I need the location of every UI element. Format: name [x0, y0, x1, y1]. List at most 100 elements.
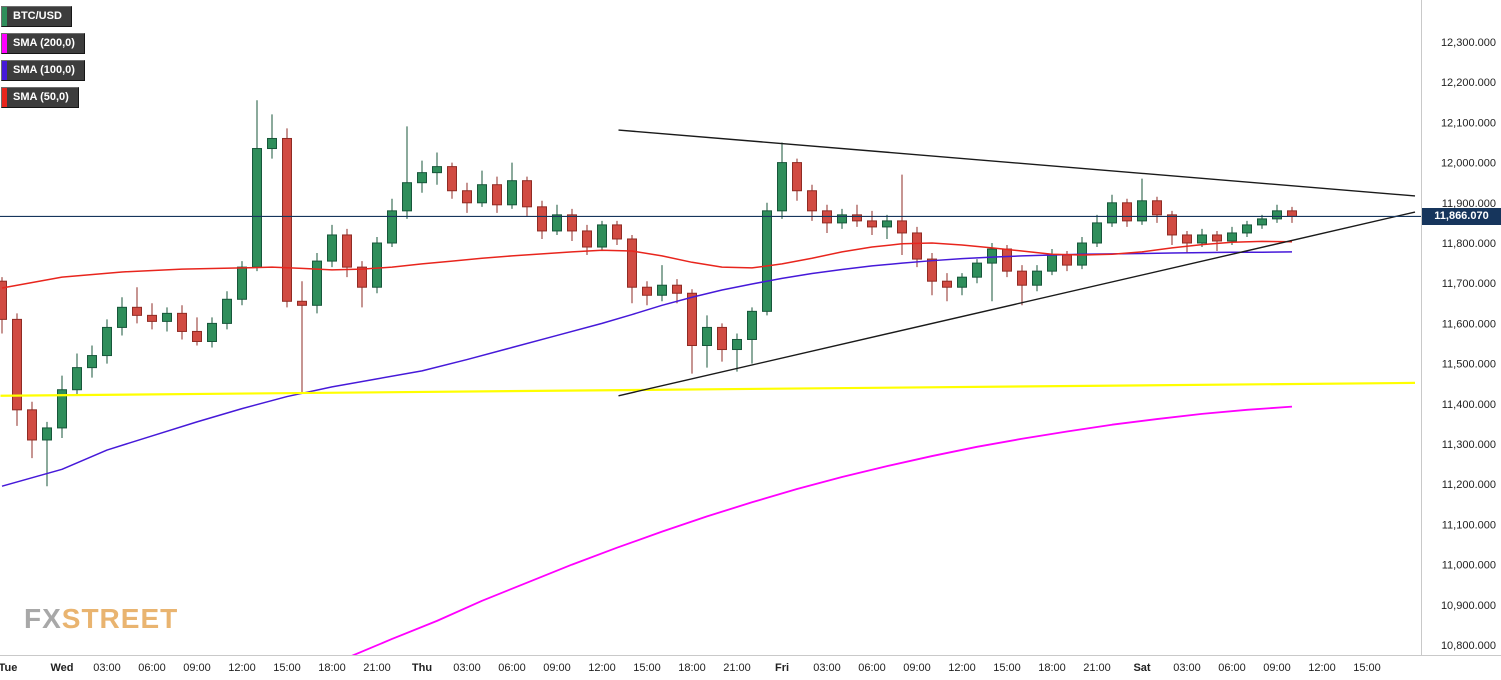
x-axis-label[interactable]: 06:00	[858, 662, 886, 674]
candle-down	[12, 318, 22, 411]
candle-down	[672, 284, 682, 294]
candle-up	[507, 180, 517, 206]
current-price-badge: 11,866.070	[1422, 208, 1501, 226]
sma200-line	[351, 405, 1293, 655]
legend-item-sma50[interactable]: SMA (50,0)	[1, 87, 79, 108]
x-axis-label[interactable]: 15:00	[1353, 662, 1381, 674]
watermark-street: STREET	[61, 603, 179, 634]
x-axis-label[interactable]: 06:00	[498, 662, 526, 674]
watermark-fx: FX	[24, 603, 62, 634]
trendline-lower[interactable]	[618, 211, 1416, 397]
candle-down	[897, 220, 907, 234]
candle-down	[462, 190, 472, 204]
candle-up	[42, 427, 52, 441]
candle-up	[1257, 218, 1267, 226]
candle-up	[252, 148, 262, 268]
candle-up	[1272, 210, 1282, 220]
candle-down	[177, 312, 187, 332]
x-axis-label[interactable]: 12:00	[1308, 662, 1336, 674]
candle-down	[867, 220, 877, 228]
x-axis-label[interactable]: 03:00	[1173, 662, 1201, 674]
candle-up	[372, 242, 382, 288]
x-axis-label[interactable]: 03:00	[93, 662, 121, 674]
candle-up	[327, 234, 337, 262]
y-axis-label: 11,200.000	[1442, 479, 1496, 491]
sma200-label: SMA (200,0)	[13, 37, 75, 49]
candle-up	[402, 182, 412, 212]
candle-up	[732, 338, 742, 351]
candle-up	[1047, 254, 1057, 272]
x-axis-label[interactable]: 09:00	[1263, 662, 1291, 674]
x-axis-label[interactable]: 09:00	[543, 662, 571, 674]
x-axis-label[interactable]: 15:00	[993, 662, 1021, 674]
x-axis-label[interactable]: 12:00	[228, 662, 256, 674]
x-axis-label[interactable]: 15:00	[273, 662, 301, 674]
candle-down	[942, 280, 952, 288]
candle-up	[477, 184, 487, 204]
candle-down	[522, 180, 532, 208]
plot-area[interactable]	[0, 100, 1421, 658]
legend-item-instrument[interactable]: BTC/USD	[1, 6, 72, 27]
x-axis-label[interactable]: 18:00	[678, 662, 706, 674]
x-axis-label[interactable]: Wed	[50, 662, 73, 674]
candle-up	[387, 210, 397, 244]
y-axis-label: 11,900.000	[1442, 198, 1496, 210]
sma100-color-swatch	[2, 61, 7, 80]
y-axis-label: 11,300.000	[1442, 439, 1496, 451]
x-axis-label[interactable]: 18:00	[318, 662, 346, 674]
x-axis-label[interactable]: 12:00	[948, 662, 976, 674]
x-axis-label[interactable]: Tue	[0, 662, 17, 674]
candle-up	[972, 262, 982, 278]
sma200-color-swatch	[2, 34, 7, 53]
candle-down	[147, 314, 157, 322]
candle-down	[1212, 234, 1222, 242]
candle-up	[1032, 270, 1042, 286]
trendline-upper[interactable]	[618, 129, 1416, 197]
legend-item-sma100[interactable]: SMA (100,0)	[1, 60, 85, 81]
candle-down	[612, 224, 622, 240]
candle-down	[1017, 270, 1027, 286]
candle-up	[597, 224, 607, 248]
candle-up	[987, 248, 997, 264]
candle-up	[267, 137, 277, 150]
candle-up	[102, 326, 112, 357]
candle-up	[72, 367, 82, 391]
candle-up	[237, 266, 247, 300]
candle-up	[1137, 200, 1147, 222]
x-axis-label[interactable]: Thu	[412, 662, 432, 674]
candle-up	[1197, 234, 1207, 244]
x-axis-label[interactable]: 21:00	[363, 662, 391, 674]
x-axis-label[interactable]: Sat	[1133, 662, 1150, 674]
candle-up	[747, 310, 757, 340]
x-axis-label[interactable]: 03:00	[813, 662, 841, 674]
x-axis-label[interactable]: 21:00	[1083, 662, 1111, 674]
x-axis-label[interactable]: 03:00	[453, 662, 481, 674]
x-axis-label[interactable]: 18:00	[1038, 662, 1066, 674]
x-axis-label[interactable]: Fri	[775, 662, 789, 674]
x-axis-label[interactable]: 12:00	[588, 662, 616, 674]
legend-item-sma200[interactable]: SMA (200,0)	[1, 33, 85, 54]
y-axis-label: 12,100.000	[1441, 117, 1496, 129]
candle-up	[1107, 202, 1117, 224]
x-axis-label[interactable]: 09:00	[183, 662, 211, 674]
candle-down	[357, 266, 367, 288]
x-axis-label[interactable]: 21:00	[723, 662, 751, 674]
candle-down	[1287, 210, 1297, 217]
candle-up	[417, 172, 427, 184]
x-axis-label[interactable]: 09:00	[903, 662, 931, 674]
candle-down	[927, 258, 937, 282]
x-axis-label[interactable]: 06:00	[1218, 662, 1246, 674]
sma50-label: SMA (50,0)	[13, 91, 69, 103]
x-axis-label[interactable]: 15:00	[633, 662, 661, 674]
indicator-legend: BTC/USD SMA (200,0) SMA (100,0) SMA (50,…	[1, 6, 85, 108]
x-axis-label[interactable]: 06:00	[138, 662, 166, 674]
candle-up	[162, 312, 172, 322]
y-axis-label: 10,900.000	[1441, 600, 1496, 612]
y-axis-label: 10,800.000	[1441, 640, 1496, 652]
candle-down	[567, 214, 577, 232]
candle-up	[762, 210, 772, 312]
instrument-label: BTC/USD	[13, 10, 62, 22]
horizontal-yellow[interactable]	[0, 381, 1416, 397]
